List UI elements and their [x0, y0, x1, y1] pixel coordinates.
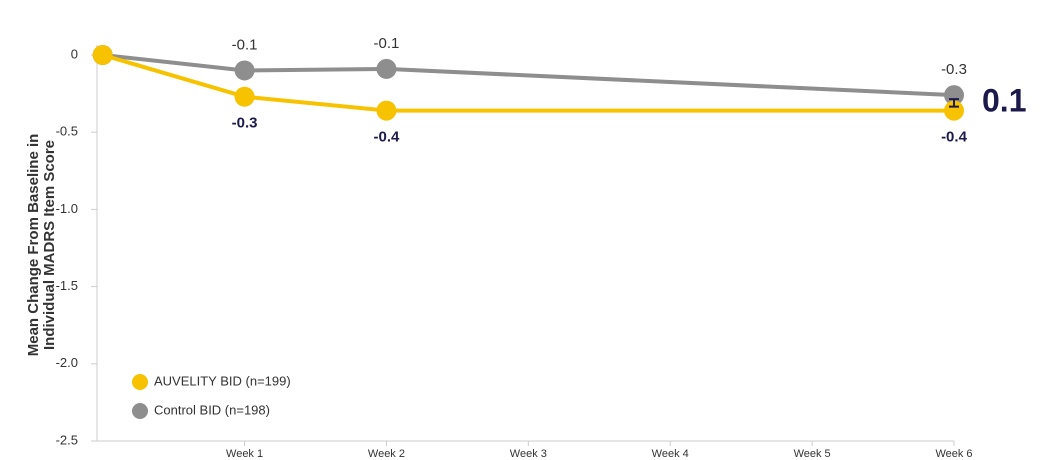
- x-tick-label: Week 2: [368, 448, 405, 460]
- data-label: -0.4: [941, 129, 968, 146]
- data-point: [376, 100, 397, 121]
- legend-label: AUVELITY BID (n=199): [154, 373, 291, 388]
- x-tick-label: Week 5: [794, 448, 831, 460]
- data-label: -0.1: [232, 36, 258, 53]
- data-label: -0.1: [374, 35, 400, 52]
- y-tick-label: -1.0: [56, 201, 78, 216]
- legend-swatch: [132, 374, 148, 390]
- data-point: [234, 60, 255, 81]
- data-point: [92, 45, 113, 65]
- data-label: -0.3: [941, 61, 967, 78]
- data-point: [234, 86, 255, 107]
- x-tick-label: Week 3: [510, 448, 547, 460]
- difference-annotation: 0.1: [982, 82, 1026, 118]
- data-point: [376, 58, 397, 79]
- y-axis-label: Individual MADRS Item Score: [41, 140, 58, 350]
- y-tick-label: -2.0: [56, 355, 78, 370]
- legend-label: Control BID (n=198): [154, 402, 270, 417]
- y-tick-label: -0.5: [56, 124, 78, 139]
- series-line: [102, 53, 954, 113]
- y-tick-label: 0: [71, 46, 78, 61]
- x-tick-label: Week 1: [226, 448, 263, 460]
- difference-bracket: [949, 98, 959, 108]
- y-tick-label: -1.5: [56, 278, 78, 293]
- legend-swatch: [132, 403, 148, 419]
- x-tick-label: Week 4: [652, 448, 689, 460]
- data-label: -0.3: [232, 115, 258, 132]
- x-tick-label: Week 6: [935, 448, 972, 460]
- y-tick-label: -2.5: [56, 432, 78, 447]
- series-line: [102, 53, 955, 98]
- y-axis-label: Mean Change From Baseline in: [25, 134, 42, 357]
- data-label: -0.4: [374, 129, 401, 146]
